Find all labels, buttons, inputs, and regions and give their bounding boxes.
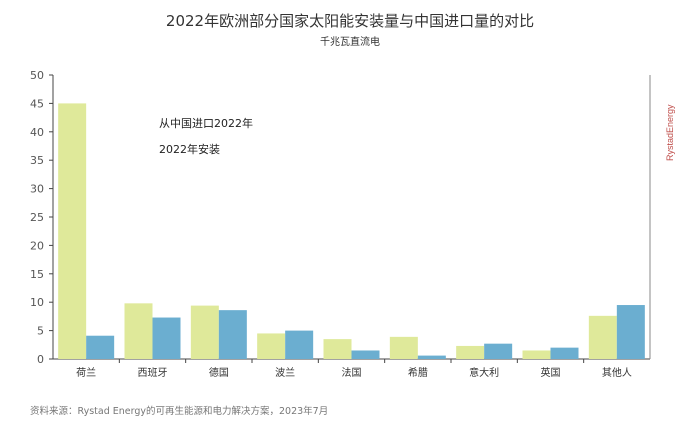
bar-installed: [417, 355, 446, 359]
bar-import: [456, 345, 485, 359]
bar-import: [190, 305, 219, 359]
y-tick-label: 25: [30, 211, 44, 224]
chart-title: 2022年欧洲部分国家太阳能安装量与中国进口量的对比: [165, 12, 535, 30]
bar-import: [323, 339, 352, 359]
x-tick-label: 德国: [209, 366, 229, 379]
bar-installed: [86, 335, 115, 359]
bar-import: [124, 303, 153, 359]
bar-chart: 0 5 10 15 20 25 30 35 40 45 50 荷兰 西班牙 德国 波兰 法国 希腊 意大利 英国 其…: [30, 69, 651, 379]
bar-installed: [351, 350, 380, 359]
bar-import: [522, 350, 551, 359]
y-tick-label: 20: [30, 239, 44, 252]
bar-import: [58, 103, 87, 360]
bar-installed: [285, 330, 314, 359]
y-tick-label: 0: [37, 353, 44, 366]
y-tick-label: 10: [30, 296, 44, 309]
x-tick-label: 其他人: [602, 366, 632, 379]
x-tick-label: 荷兰: [76, 366, 96, 379]
brand-text: RystadEnergy: [665, 104, 675, 161]
x-tick-label: 英国: [541, 366, 561, 379]
x-tick-label: 意大利: [469, 366, 499, 379]
x-tick-label: 法国: [342, 366, 362, 379]
chart-subtitle: 千兆瓦直流电: [320, 37, 380, 48]
legend: 从中国进口2022年 2022年安装: [159, 116, 253, 156]
bar-import: [389, 336, 418, 359]
bar-installed: [616, 305, 645, 359]
bar-installed: [484, 343, 513, 359]
bar-installed: [218, 310, 247, 359]
bars: [58, 103, 645, 360]
y-axis: 0 5 10 15 20 25 30 35 40 45 50: [30, 69, 54, 366]
y-tick-label: 50: [30, 69, 44, 82]
y-tick-label: 45: [30, 97, 44, 110]
y-tick-label: 5: [37, 325, 44, 338]
x-tick-label: 希腊: [408, 366, 428, 379]
bar-import: [588, 315, 617, 359]
y-tick-label: 30: [30, 183, 44, 196]
x-tick-label: 波兰: [275, 366, 295, 379]
bar-import: [257, 333, 286, 359]
bar-installed: [550, 347, 579, 359]
bar-installed: [152, 317, 181, 359]
x-tick-label: 西班牙: [138, 367, 168, 379]
y-tick-label: 35: [30, 154, 44, 167]
y-tick-label: 40: [30, 126, 44, 139]
legend-entry: 从中国进口2022年: [159, 116, 253, 130]
y-tick-label: 15: [30, 268, 44, 281]
brand-logo: RystadEnergy: [665, 104, 675, 161]
source-note: 资料来源：Rystad Energy的可再生能源和电力解决方案，2023年7月: [30, 406, 329, 417]
legend-entry: 2022年安装: [159, 142, 220, 156]
